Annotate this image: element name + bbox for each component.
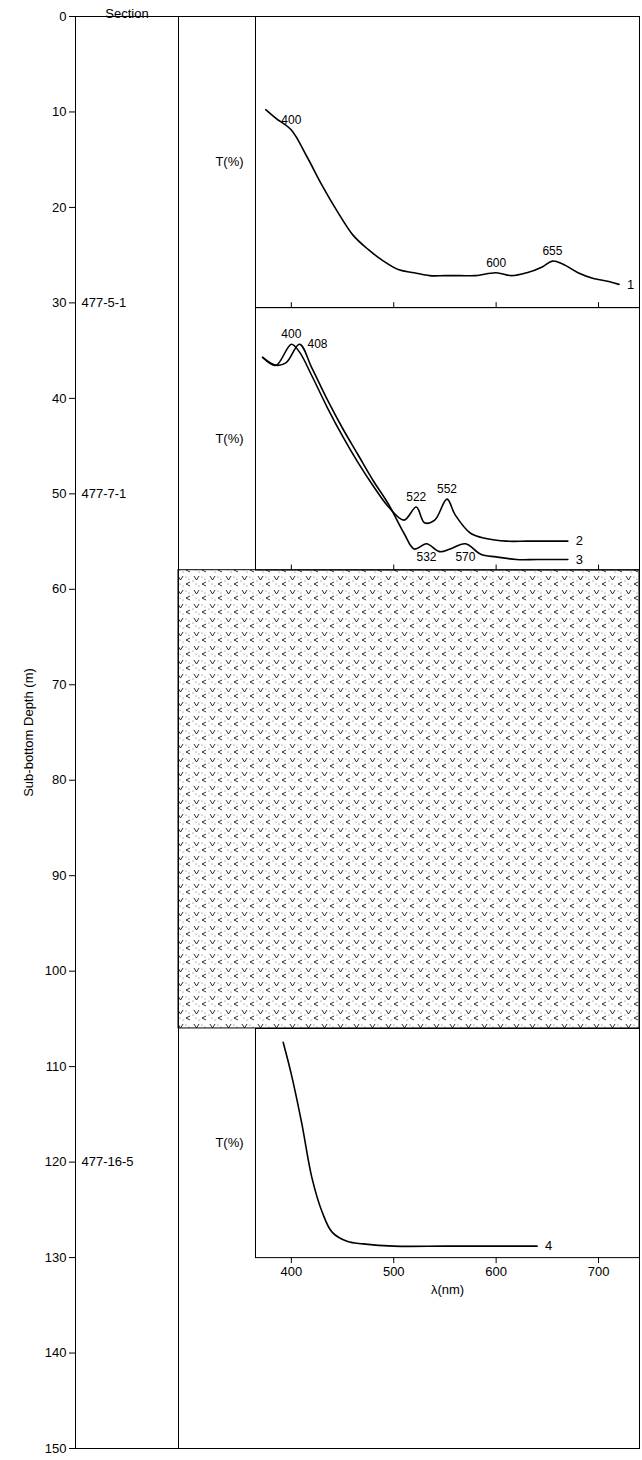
svg-text:400: 400 <box>281 1264 303 1279</box>
svg-text:477-5-1: 477-5-1 <box>82 295 127 310</box>
svg-text:T(%): T(%) <box>215 431 243 446</box>
svg-text:30: 30 <box>52 295 66 310</box>
svg-text:655: 655 <box>542 244 562 258</box>
svg-text:Sub-bottom Depth (m): Sub-bottom Depth (m) <box>21 668 36 797</box>
svg-text:70: 70 <box>52 677 66 692</box>
svg-text:2: 2 <box>576 533 583 548</box>
svg-text:400: 400 <box>281 327 301 341</box>
svg-text:140: 140 <box>45 1345 67 1360</box>
svg-text:T(%): T(%) <box>215 154 243 169</box>
svg-text:T(%): T(%) <box>215 1135 243 1150</box>
svg-text:477-16-5: 477-16-5 <box>82 1154 134 1169</box>
svg-text:110: 110 <box>46 1059 67 1074</box>
svg-text:0: 0 <box>59 9 66 24</box>
svg-text:400: 400 <box>281 113 301 127</box>
svg-text:522: 522 <box>406 490 426 504</box>
svg-text:1: 1 <box>627 277 634 292</box>
svg-text:40: 40 <box>52 391 66 406</box>
svg-text:570: 570 <box>455 550 475 564</box>
svg-text:100: 100 <box>45 963 67 978</box>
svg-text:10: 10 <box>52 104 66 119</box>
svg-text:500: 500 <box>383 1264 405 1279</box>
svg-text:600: 600 <box>485 1264 507 1279</box>
svg-text:532: 532 <box>417 550 437 564</box>
svg-text:477-7-1: 477-7-1 <box>82 486 127 501</box>
svg-text:λ(nm): λ(nm) <box>431 1282 464 1297</box>
svg-text:90: 90 <box>52 868 66 883</box>
svg-text:80: 80 <box>52 772 66 787</box>
svg-text:552: 552 <box>437 482 457 496</box>
svg-text:150: 150 <box>45 1441 67 1456</box>
svg-text:408: 408 <box>308 337 328 351</box>
svg-text:20: 20 <box>52 200 66 215</box>
svg-text:Section: Section <box>105 6 148 21</box>
svg-text:60: 60 <box>52 581 66 596</box>
svg-text:50: 50 <box>52 486 66 501</box>
svg-text:130: 130 <box>45 1250 67 1265</box>
svg-text:700: 700 <box>588 1264 610 1279</box>
svg-text:3: 3 <box>576 552 583 567</box>
svg-text:600: 600 <box>486 256 506 270</box>
svg-text:4: 4 <box>545 1238 552 1253</box>
svg-text:120: 120 <box>45 1154 67 1169</box>
